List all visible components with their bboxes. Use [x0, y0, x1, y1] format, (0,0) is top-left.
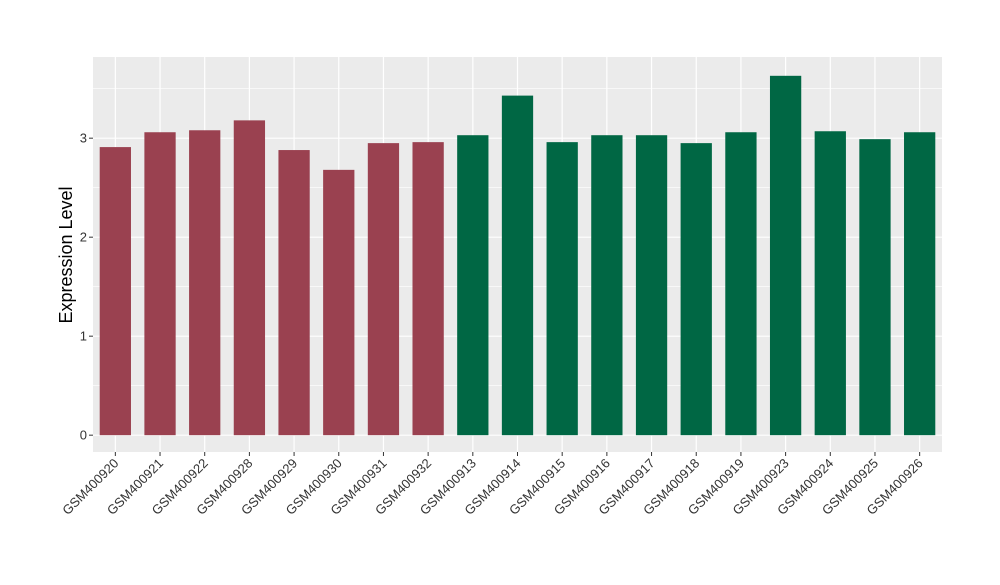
- bar-GSM400930: [323, 169, 355, 436]
- bar-GSM400913: [457, 135, 489, 436]
- bar-GSM400918: [680, 143, 712, 436]
- y-axis: 0 1 2 3: [80, 131, 93, 443]
- y-tick-label: 3: [80, 131, 87, 146]
- bar-GSM400916: [591, 135, 623, 436]
- bar-GSM400915: [546, 142, 578, 436]
- bar-GSM400926: [904, 132, 936, 436]
- bar-GSM400925: [859, 139, 891, 436]
- bar-GSM400929: [278, 150, 310, 436]
- bar-GSM400924: [814, 131, 846, 436]
- bar-GSM400919: [725, 132, 757, 436]
- x-axis: GSM400920GSM400921GSM400922GSM400928GSM4…: [59, 452, 926, 518]
- bar-GSM400928: [233, 120, 266, 436]
- y-tick-label: 1: [80, 329, 87, 344]
- y-tick-label: 2: [80, 230, 87, 245]
- bar-GSM400931: [367, 143, 400, 436]
- bar-GSM400914: [501, 95, 534, 436]
- bar-GSM400932: [412, 142, 444, 436]
- bar-GSM400923: [769, 75, 802, 436]
- bar-GSM400917: [635, 135, 668, 436]
- bar-GSM400922: [189, 130, 221, 436]
- y-tick-label: 0: [80, 428, 87, 443]
- bar-GSM400921: [144, 132, 176, 436]
- bar-GSM400920: [99, 147, 131, 436]
- bars: [99, 75, 936, 436]
- y-axis-title: Expression Level: [56, 186, 76, 323]
